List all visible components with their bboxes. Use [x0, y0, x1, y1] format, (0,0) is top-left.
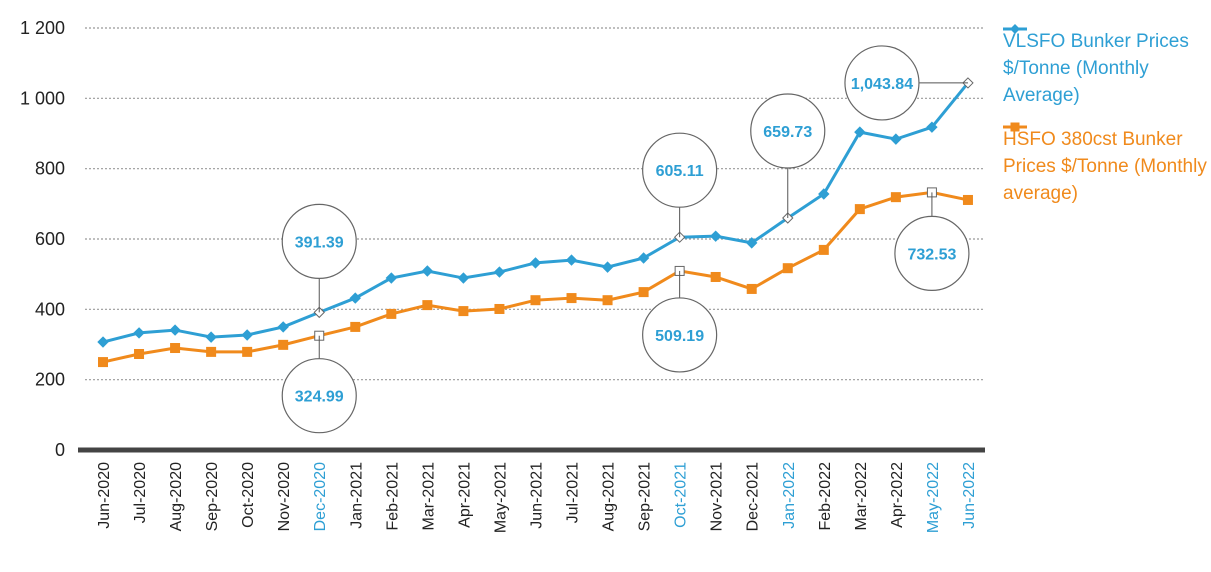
x-tick-label: Mar-2021 [420, 462, 437, 531]
marker [529, 257, 542, 269]
legend-icon [1003, 24, 1027, 34]
callout-circle [281, 203, 357, 279]
x-tick-label: Oct-2020 [240, 462, 257, 528]
data-label: 732.53 [907, 246, 956, 263]
marker [710, 271, 721, 282]
y-tick-label: 200 [35, 370, 65, 390]
x-tick-label: Oct-2021 [673, 462, 690, 528]
x-tick-label: Feb-2021 [384, 462, 401, 531]
y-tick-label: 0 [55, 440, 65, 460]
marker [97, 336, 109, 348]
marker [638, 287, 649, 298]
x-tick-label: Sep-2021 [637, 462, 654, 531]
marker [386, 308, 397, 319]
marker [565, 254, 578, 266]
data-label: 391.39 [295, 234, 344, 251]
marker [818, 244, 829, 255]
y-tick-label: 1 000 [20, 88, 65, 108]
x-tick-label: Dec-2021 [745, 462, 762, 531]
marker [277, 321, 289, 333]
data-label: 324.99 [295, 389, 344, 406]
marker [854, 126, 866, 138]
y-tick-label: 600 [35, 229, 65, 249]
marker [170, 343, 181, 354]
x-tick-label: Dec-2020 [312, 462, 329, 531]
marker [134, 348, 145, 359]
x-tick-label: May-2021 [492, 462, 509, 533]
marker [890, 133, 902, 145]
marker [782, 263, 793, 274]
marker [602, 295, 613, 306]
marker [205, 331, 217, 343]
marker [206, 346, 217, 357]
legend-label: VLSFO Bunker Prices $/Tonne (Monthly Ave… [1003, 31, 1189, 106]
x-tick-label: Sep-2020 [204, 462, 221, 531]
marker [962, 194, 973, 205]
legend-entry: HSFO 380cst Bunker Prices $/Tonne (Month… [1003, 122, 1208, 207]
marker [494, 303, 505, 314]
marker [421, 265, 434, 277]
callout-circle [894, 215, 970, 291]
legend-marker [1010, 122, 1020, 132]
marker [349, 292, 361, 304]
x-tick-label: Jun-2022 [961, 462, 978, 529]
marker [746, 283, 757, 294]
marker [385, 272, 398, 284]
callout-circle [281, 358, 357, 434]
data-label: 1,043.84 [851, 76, 913, 93]
marker [566, 293, 577, 304]
x-tick-label: Aug-2021 [601, 462, 618, 531]
marker [278, 339, 289, 350]
marker [818, 188, 830, 200]
y-tick-label: 400 [35, 299, 65, 319]
marker [493, 266, 506, 278]
marker [98, 357, 108, 368]
x-tick-label: May-2022 [925, 462, 942, 533]
marker [709, 230, 722, 242]
callout-circle [844, 45, 920, 121]
marker [637, 252, 650, 264]
x-tick-label: Jan-2021 [348, 462, 365, 529]
marker [133, 327, 145, 339]
y-tick-label: 1 200 [20, 18, 65, 38]
x-tick-label: Mar-2022 [853, 462, 870, 531]
x-tick-label: Feb-2022 [817, 462, 834, 531]
x-tick-label: Jul-2020 [132, 462, 149, 523]
legend-label: HSFO 380cst Bunker Prices $/Tonne (Month… [1003, 129, 1207, 204]
marker [601, 261, 614, 273]
x-tick-label: Apr-2021 [456, 462, 473, 528]
legend-icon [1003, 122, 1027, 132]
marker [458, 306, 469, 317]
x-tick-label: Jan-2022 [781, 462, 798, 529]
x-tick-label: Nov-2021 [709, 462, 726, 531]
data-label: 659.73 [763, 124, 812, 141]
data-label: 605.11 [656, 163, 704, 180]
marker [169, 324, 181, 336]
x-tick-label: Jun-2021 [528, 462, 545, 529]
x-tick-label: Jun-2020 [96, 462, 113, 529]
marker [457, 272, 470, 284]
legend-entry: VLSFO Bunker Prices $/Tonne (Monthly Ave… [1003, 24, 1208, 109]
callout-circle [642, 132, 718, 208]
callout-circle [642, 297, 718, 373]
marker [530, 295, 541, 306]
marker [422, 300, 433, 311]
callout-circle [750, 93, 826, 169]
marker [926, 121, 938, 133]
marker [242, 346, 253, 357]
y-tick-label: 800 [35, 159, 65, 179]
x-tick-label: Apr-2022 [889, 462, 906, 528]
marker [890, 192, 901, 203]
legend-marker [1010, 24, 1020, 34]
data-label: 509.19 [655, 328, 704, 345]
x-tick-label: Nov-2020 [276, 462, 293, 531]
marker [241, 329, 253, 341]
marker [746, 237, 758, 249]
marker [854, 204, 865, 215]
x-tick-label: Jul-2021 [565, 462, 582, 523]
x-tick-label: Aug-2020 [168, 462, 185, 531]
marker [350, 321, 361, 332]
